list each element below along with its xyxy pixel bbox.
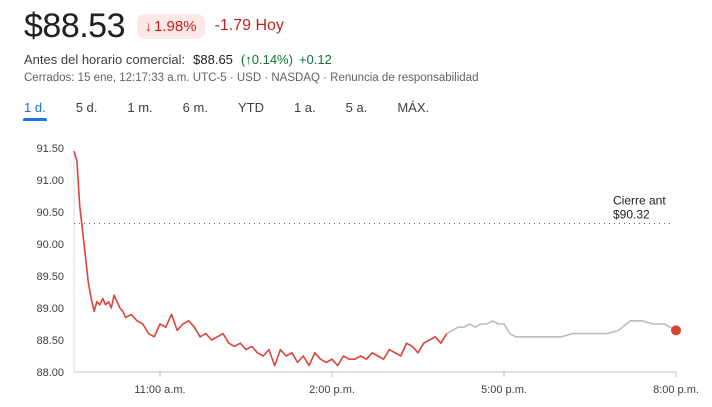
- price-chart[interactable]: 91.50 91.00 90.50 90.00 89.50 89.00 88.50 88.00…: [0, 134, 712, 407]
- premarket-percent-value: 0.14%: [251, 52, 289, 67]
- quote-header: $88.53 ↓ 1.98% -1.79 Hoy: [24, 6, 284, 46]
- x-tick-label: 2:00 p.m.: [309, 384, 355, 396]
- regular-session-line: [73, 150, 448, 367]
- premarket-label: Antes del horario comercial:: [24, 52, 186, 67]
- y-tick-label: 91.50: [36, 143, 64, 155]
- change-today: -1.79 Hoy: [214, 17, 284, 34]
- open-paren: (: [240, 52, 246, 67]
- previous-close-label: Cierre ant: [613, 194, 666, 208]
- chart-svg: 91.50 91.00 90.50 90.00 89.50 89.00 88.50 88.00…: [36, 143, 699, 396]
- y-tick-label: 91.00: [36, 175, 64, 187]
- y-tick-label: 88.00: [36, 367, 64, 379]
- premarket-price: $88.65: [193, 52, 233, 67]
- y-tick-label: 88.50: [36, 335, 64, 347]
- y-tick-label: 89.50: [36, 271, 64, 283]
- y-tick-label: 90.50: [36, 207, 64, 219]
- last-price-dot: [671, 325, 681, 336]
- premarket-change: +0.12: [298, 52, 332, 67]
- arrow-down-icon: ↓: [145, 18, 152, 34]
- tab-6m[interactable]: 6 m.: [182, 100, 208, 115]
- market-status: Cerrados: 15 ene, 12:17:33 a.m. UTC-5 · …: [24, 72, 479, 84]
- tab-1m[interactable]: 1 m.: [127, 100, 153, 115]
- change-percent-value: 1.98%: [154, 17, 197, 35]
- x-tick-label: 11:00 a.m.: [134, 384, 185, 396]
- x-tick-label: 8:00 p.m.: [653, 384, 699, 396]
- extended-session-line: [446, 320, 677, 338]
- premarket-row: Antes del horario comercial: $88.65 (↑0.…: [24, 52, 332, 67]
- arrow-up-icon: ↑: [245, 52, 252, 67]
- x-tick-label: 5:00 p.m.: [481, 384, 527, 396]
- tab-max[interactable]: MÁX.: [397, 100, 430, 115]
- y-tick-label: 90.00: [36, 239, 64, 251]
- tab-1y[interactable]: 1 a.: [293, 100, 316, 115]
- tab-5y[interactable]: 5 a.: [345, 100, 368, 115]
- current-price: $88.53: [24, 6, 126, 45]
- tab-1d[interactable]: 1 d.: [23, 100, 47, 121]
- premarket-percent: (↑0.14%): [241, 52, 293, 67]
- tab-5d[interactable]: 5 d.: [75, 100, 98, 115]
- y-tick-label: 89.00: [36, 303, 64, 315]
- change-percent-badge: ↓ 1.98%: [137, 13, 205, 39]
- previous-close-value: $90.32: [613, 208, 650, 222]
- close-paren: ): [288, 52, 293, 67]
- range-tabs: 1 d. 5 d. 1 m. 6 m. YTD 1 a. 5 a. MÁX.: [23, 100, 430, 121]
- tab-ytd[interactable]: YTD: [237, 100, 264, 115]
